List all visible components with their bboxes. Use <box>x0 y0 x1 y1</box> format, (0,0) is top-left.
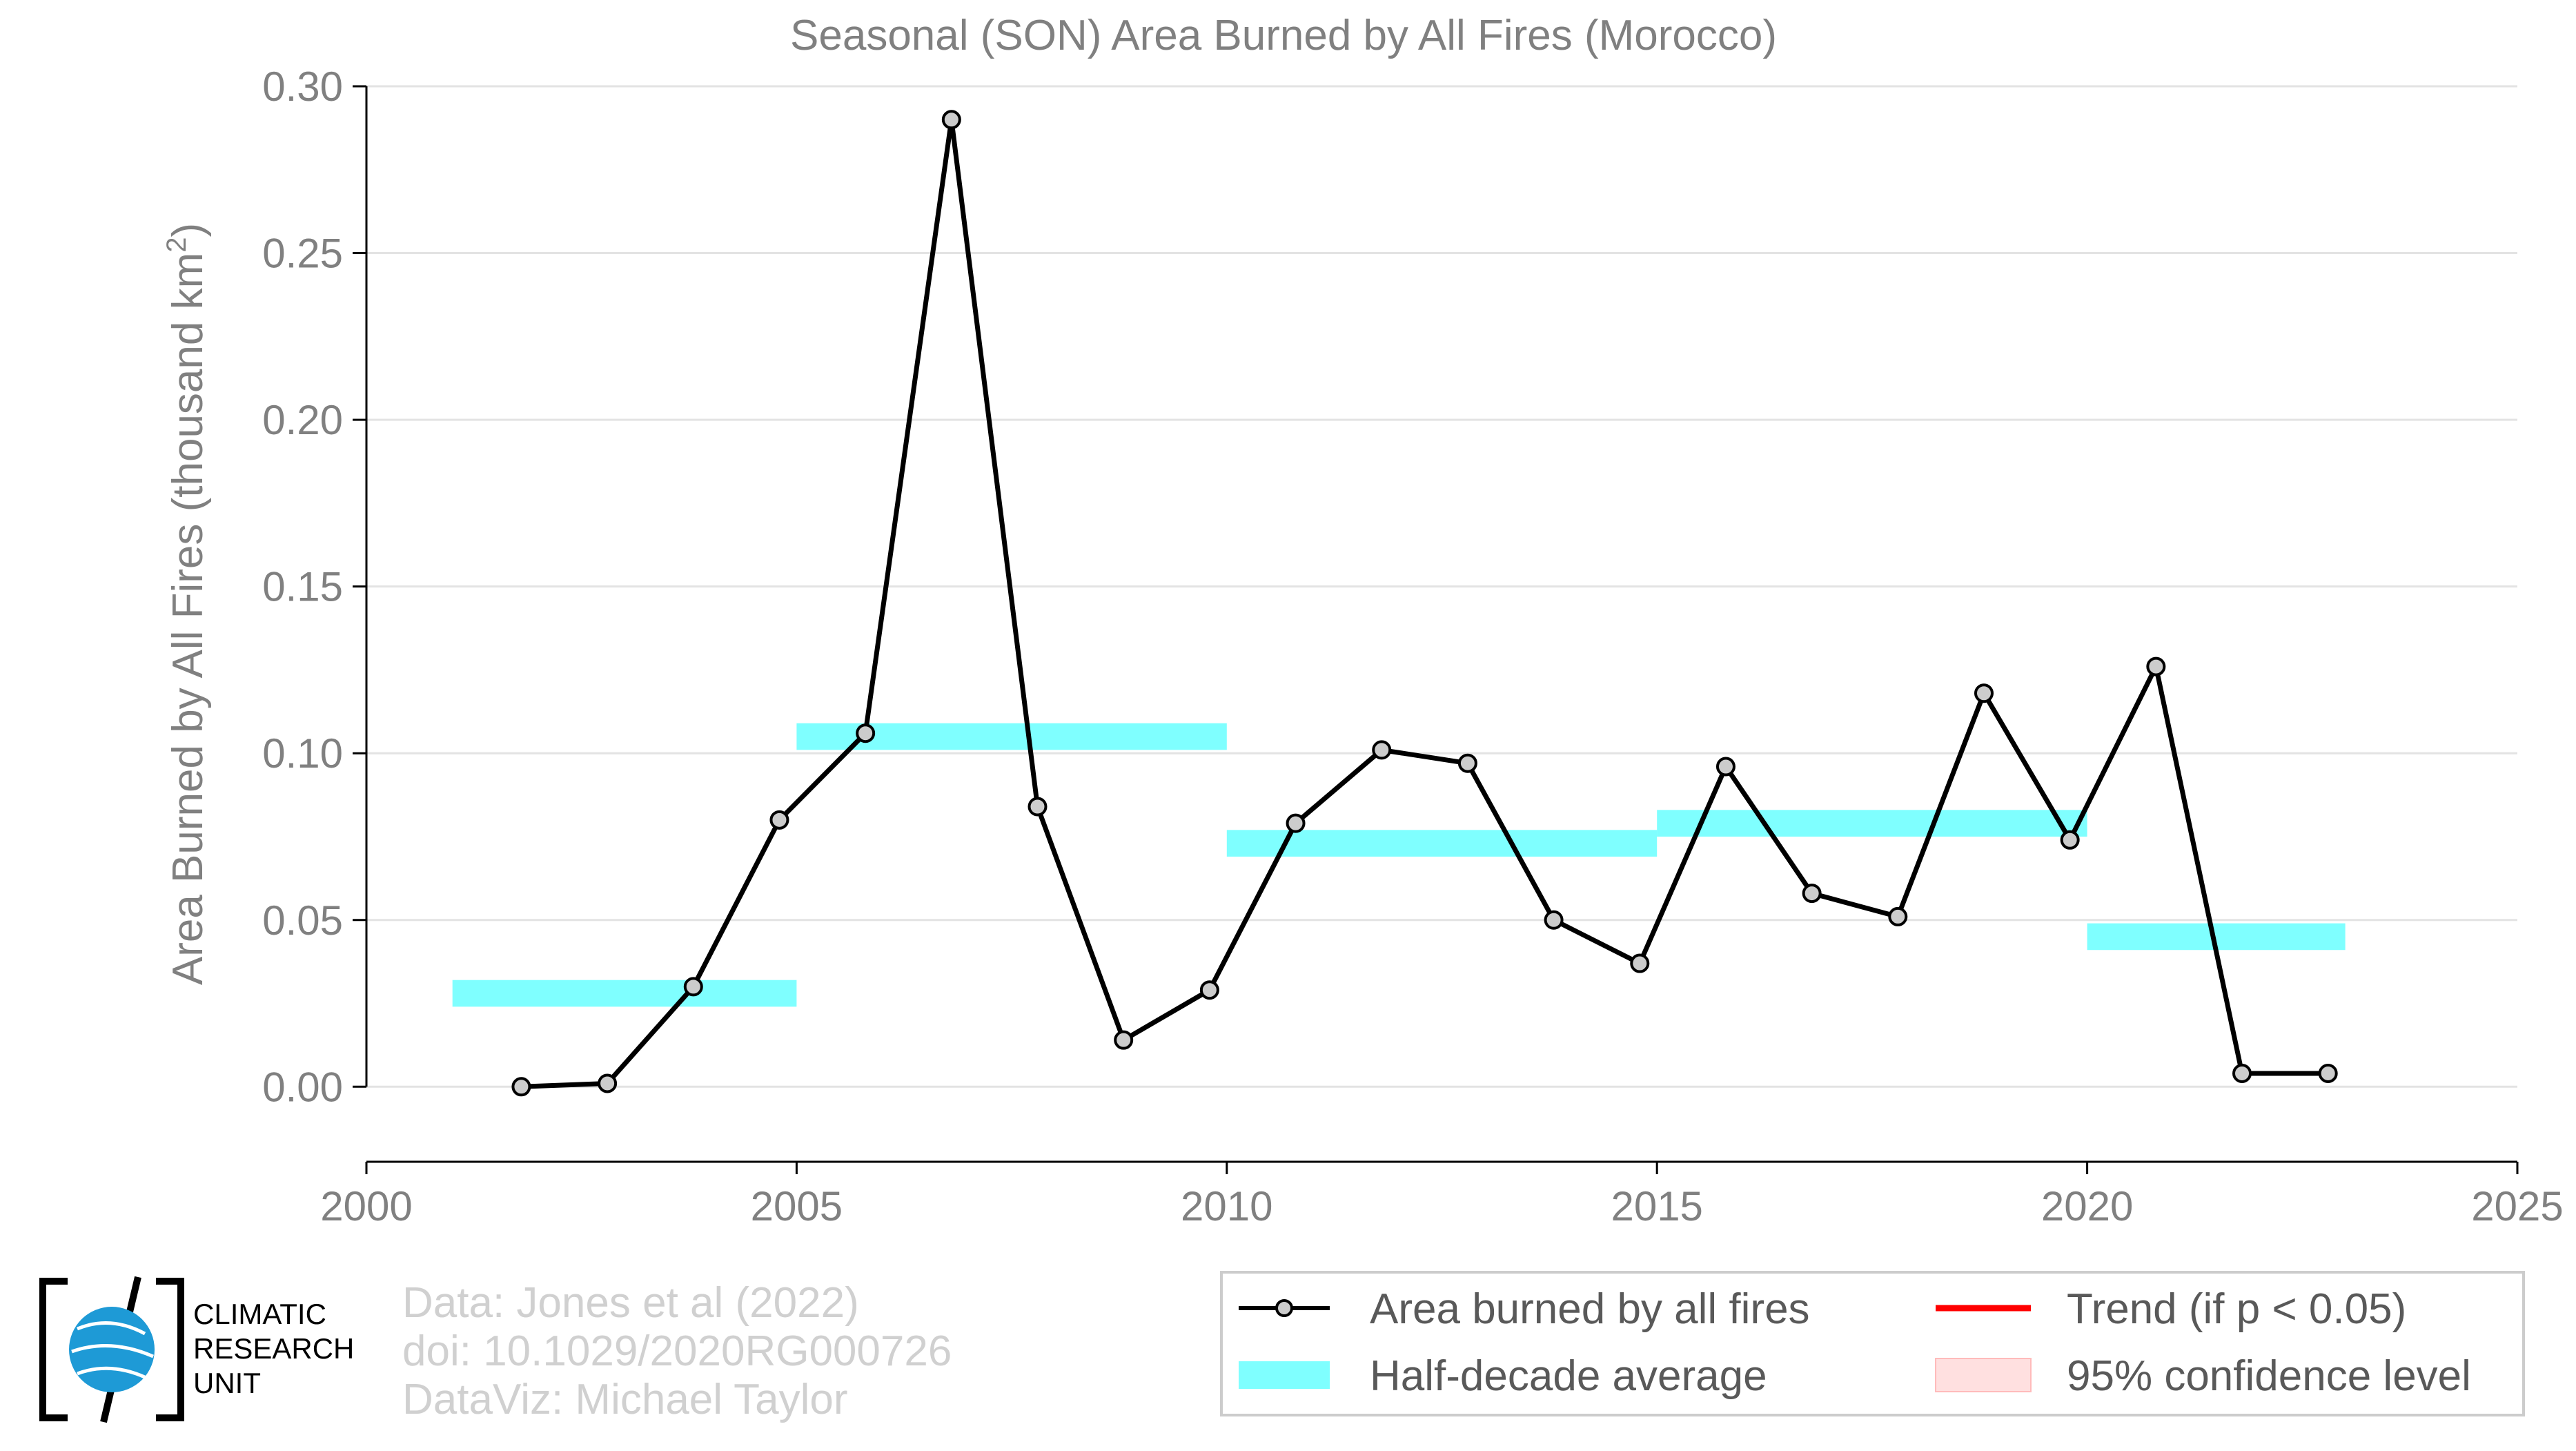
legend-swatch-confidence <box>1935 1358 2032 1392</box>
y-tick-label: 0.30 <box>262 64 343 110</box>
credit-data: Data: Jones et al (2022) <box>402 1279 859 1327</box>
data-point <box>1286 813 1306 833</box>
x-tick-label: 2005 <box>751 1183 843 1229</box>
data-point <box>1028 797 1048 817</box>
data-point <box>1802 884 1822 904</box>
data-point <box>1888 906 1908 926</box>
data-point <box>1372 740 1392 760</box>
area-burned-line <box>521 117 2328 1089</box>
data-point <box>1715 757 1736 777</box>
logo-line-2: RESEARCH <box>193 1332 354 1365</box>
data-point <box>1114 1030 1134 1050</box>
x-tick-label: 2015 <box>1611 1183 1702 1229</box>
legend-swatch-half-decade <box>1239 1361 1330 1389</box>
data-point <box>769 810 789 830</box>
data-point <box>941 110 961 130</box>
data-point <box>1199 980 1219 1000</box>
y-tick-label: 0.05 <box>262 897 343 944</box>
data-point <box>2318 1063 2338 1083</box>
logo-frame <box>39 1278 184 1421</box>
half-decade-bands <box>452 723 2346 1007</box>
data-point <box>511 1077 531 1097</box>
legend-label-half-decade: Half-decade average <box>1370 1352 1767 1400</box>
half-decade-average-band <box>1226 830 1658 857</box>
logo-line-3: UNIT <box>193 1367 261 1399</box>
y-axis-label-suffix: ) <box>164 223 212 237</box>
y-axis-label-text: Area Burned by All Fires (thousand km <box>164 253 212 985</box>
y-tick-label: 0.10 <box>262 730 343 777</box>
data-point <box>1974 683 1994 703</box>
data-point <box>1630 953 1650 973</box>
legend-marker-area-burned <box>1275 1299 1293 1317</box>
legend-label-confidence: 95% confidence level <box>2067 1352 2471 1400</box>
data-point <box>1544 910 1564 930</box>
credit-doi: doi: 10.1029/2020RG000726 <box>402 1327 952 1375</box>
data-point <box>598 1073 618 1093</box>
data-point <box>2146 656 2166 676</box>
half-decade-average-band <box>452 980 797 1007</box>
legend-label-area-burned: Area burned by all fires <box>1370 1285 1810 1333</box>
data-point <box>2060 830 2080 850</box>
credit-dataviz: DataViz: Michael Taylor <box>402 1376 848 1423</box>
y-tick-label: 0.15 <box>262 564 343 610</box>
legend-box <box>1220 1271 2525 1416</box>
axes: 0.00 0.05 0.10 0.15 0.20 0.25 0.30 2000 2005 2010… <box>262 64 2564 1229</box>
x-tick-label: 2010 <box>1181 1183 1272 1229</box>
logo-line-1: CLIMATIC <box>193 1298 326 1330</box>
data-point <box>856 723 876 743</box>
globe-swirl <box>71 1321 154 1380</box>
y-axis-label: Area Burned by All Fires (thousand km2) <box>161 223 212 985</box>
legend: Area burned by all fires Trend (if p < 0… <box>1220 1271 2525 1416</box>
x-tick-label: 2000 <box>320 1183 412 1229</box>
data-point <box>1457 753 1477 773</box>
legend-label-trend: Trend (if p < 0.05) <box>2067 1285 2406 1333</box>
y-tick-label: 0.00 <box>262 1064 343 1110</box>
data-point <box>2232 1063 2252 1083</box>
y-tick-label: 0.25 <box>262 231 343 277</box>
chart-title: Seasonal (SON) Area Burned by All Fires … <box>790 12 1777 59</box>
y-axis-label-superscript: 2 <box>161 237 192 253</box>
half-decade-average-band <box>1657 810 2087 837</box>
data-series <box>511 110 2338 1097</box>
grid-lines <box>366 85 2517 1088</box>
data-point <box>683 977 703 997</box>
x-tick-label: 2025 <box>2471 1183 2563 1229</box>
cru-logo: CLIMATIC RESEARCH UNIT <box>39 1276 354 1423</box>
y-tick-label: 0.20 <box>262 397 343 443</box>
x-tick-label: 2020 <box>2041 1183 2133 1229</box>
